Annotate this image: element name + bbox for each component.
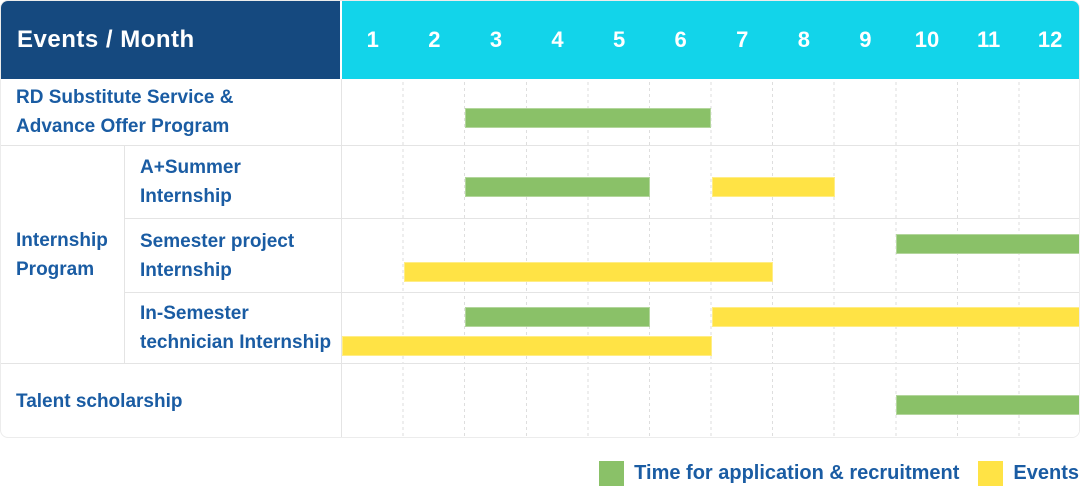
corner-header-label: Events / Month [17, 26, 195, 53]
month-header-3: 3 [489, 27, 503, 52]
event-bar [403, 262, 774, 282]
month-header-4: 4 [551, 27, 564, 52]
row-label-line: In-Semester [140, 303, 249, 324]
application-bar [896, 395, 1079, 415]
month-header-6: 6 [674, 27, 687, 52]
bar-lane [342, 262, 1079, 282]
chart-row-rd-substitute [342, 79, 1079, 146]
month-header-1: 1 [366, 27, 379, 52]
corner-header-cell: Events / Month [1, 1, 340, 79]
legend-item-application: Time for application & recruitment [599, 460, 960, 486]
application-bar [465, 108, 712, 128]
chart-row-talent-scholarship [342, 364, 1079, 437]
bar-lane [342, 108, 1079, 128]
legend-item-events: Events [978, 460, 1079, 486]
group-label-line: Internship [16, 229, 108, 251]
event-bar [342, 336, 712, 356]
legend-label-events: Events [1013, 461, 1079, 484]
chart-row-in-semester-technician-internship [342, 293, 1079, 364]
row-label-rd-substitute: RD Substitute Service & Advance Offer Pr… [1, 79, 342, 146]
month-header-7: 7 [736, 27, 749, 52]
application-bar [465, 177, 650, 197]
gantt-table: Events / Month 1 2 3 4 5 6 7 8 9 10 11 1… [0, 0, 1080, 438]
legend-label-application: Time for application & recruitment [634, 461, 960, 484]
bar-lane [342, 234, 1079, 254]
month-header-5: 5 [612, 27, 626, 52]
bar-lane [342, 336, 1079, 356]
row-label-semester-project-internship: Semester project Internship [125, 219, 342, 293]
row-label-line: RD Substitute Service & [16, 87, 234, 108]
row-label-line: technician Internship [140, 332, 332, 353]
row-label-line: Talent scholarship [16, 390, 183, 412]
bar-lane [342, 177, 1079, 197]
group-label-line: Program [16, 258, 95, 280]
legend: Time for application & recruitment Event… [599, 458, 1080, 488]
chart-row-semester-project-internship [342, 219, 1079, 293]
month-header-12: 12 [1037, 27, 1063, 52]
application-bar [465, 307, 650, 327]
month-header-9: 9 [859, 27, 872, 52]
month-header-2: 2 [428, 27, 441, 52]
month-header-row: 1 2 3 4 5 6 7 8 9 10 11 12 [342, 1, 1079, 79]
row-label-a-summer-internship: A+Summer Internship [125, 146, 342, 219]
month-header-11: 11 [976, 27, 1001, 52]
event-bar [711, 177, 835, 197]
month-header-10: 10 [914, 27, 940, 52]
row-label-in-semester-technician-internship: In-Semester technician Internship [125, 293, 342, 364]
bar-lane [342, 307, 1079, 327]
row-label-line: Semester project [140, 230, 295, 252]
application-swatch-icon [599, 460, 625, 486]
row-label-talent-scholarship: Talent scholarship [1, 364, 342, 437]
row-label-line: Advance Offer Program [16, 116, 230, 137]
event-swatch-icon [978, 460, 1004, 486]
group-label-internship-program: Internship Program [1, 146, 125, 364]
bar-lane [342, 395, 1079, 415]
application-bar [896, 234, 1079, 254]
chart-row-a-summer-internship [342, 146, 1079, 219]
row-label-line: Internship [140, 186, 232, 207]
row-label-line: Internship [140, 259, 232, 281]
row-label-line: A+Summer [140, 157, 241, 178]
event-bar [711, 307, 1079, 327]
month-header-8: 8 [797, 27, 810, 52]
